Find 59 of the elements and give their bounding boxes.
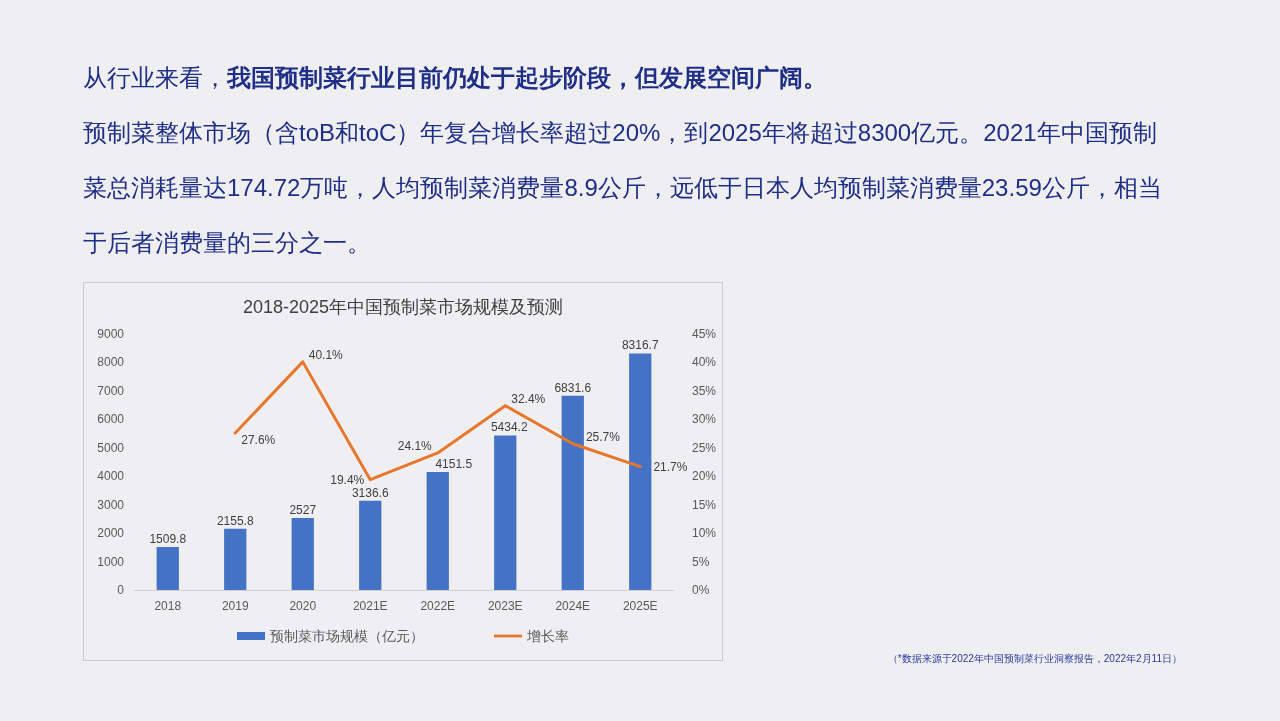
- bar: [426, 471, 449, 590]
- x-tick-label: 2020: [289, 599, 317, 613]
- y-tick-label: 9000: [97, 327, 125, 341]
- data-label: 1509.8: [149, 532, 187, 547]
- x-tick-label: 2022E: [420, 599, 456, 613]
- bar: [629, 353, 652, 590]
- data-label: 19.4%: [330, 472, 365, 487]
- y-tick-label: 8000: [97, 355, 125, 370]
- x-tick-label: 2025E: [622, 599, 658, 613]
- y-tick-label: 7000: [97, 383, 125, 398]
- y-tick-label: 2000: [97, 526, 125, 541]
- text: 从行业来看，: [83, 64, 227, 91]
- y2-tick-label: 0%: [692, 583, 710, 597]
- legend-label: 增长率: [526, 628, 569, 644]
- y2-tick-label: 40%: [692, 355, 717, 370]
- bar: [224, 528, 247, 590]
- data-label: 21.7%: [653, 459, 688, 474]
- y-tick-label: 4000: [97, 469, 125, 484]
- x-tick-label: 2024E: [555, 599, 591, 613]
- y2-tick-label: 20%: [692, 469, 717, 484]
- data-label: 8316.7: [621, 338, 659, 353]
- y2-tick-label: 5%: [692, 554, 710, 569]
- line-series: [233, 360, 642, 482]
- bar: [494, 435, 517, 590]
- data-label: 24.1%: [397, 438, 433, 453]
- bar: [291, 518, 314, 590]
- data-label: 27.6%: [241, 432, 276, 447]
- x-tick-label: 2023E: [487, 599, 523, 613]
- y2-tick-label: 30%: [692, 412, 717, 427]
- y-tick-label: 3000: [97, 497, 125, 512]
- bar: [359, 500, 382, 590]
- y2-tick-label: 45%: [692, 327, 717, 341]
- y-tick-label: 6000: [97, 412, 125, 427]
- data-label: 32.4%: [511, 391, 546, 406]
- data-label: 25.7%: [585, 429, 621, 444]
- data-label: 6831.6: [554, 380, 592, 395]
- y2-tick-label: 25%: [692, 440, 717, 455]
- text: 预制菜整体市场（含toB和toC）年复合增长率超过20%，到2025年将超过8300亿元。2021年中国预制菜总消耗量达174.72万吨，人均预制菜消费量8.9公斤，远低于日本人均预制菜消费量23.59公斤，相当于后者消费量的三分之一。: [83, 118, 1163, 258]
- y-tick-label: 1000: [97, 554, 125, 569]
- legend-label: 预制菜市场规模（亿元）: [270, 628, 424, 644]
- data-label: 2527: [289, 503, 317, 518]
- x-tick-label: 2018: [154, 599, 182, 613]
- x-tick-label: 2021E: [352, 599, 388, 613]
- data-label: 4151.5: [435, 456, 473, 471]
- y2-tick-label: 10%: [692, 526, 717, 541]
- chart-title: 2018-2025年中国预制菜市场规模及预测: [242, 297, 564, 317]
- text: 我国预制菜行业目前仍处于起步阶段，但发展空间广阔。: [227, 64, 827, 91]
- y2-tick-label: 35%: [692, 383, 717, 398]
- data-label: 2155.8: [216, 513, 254, 528]
- data-label: 5434.2: [490, 420, 528, 435]
- y2-tick-label: 15%: [692, 497, 717, 512]
- y-tick-label: 5000: [97, 440, 125, 455]
- y-tick-label: 0: [117, 583, 125, 597]
- text: （*数据来源于2022年中国预制菜行业洞察报告，2022年2月11日）: [887, 652, 1182, 666]
- x-tick-label: 2019: [221, 599, 249, 613]
- bar: [156, 547, 179, 590]
- data-label: 3136.6: [351, 485, 389, 500]
- bar: [561, 395, 584, 590]
- data-label: 40.1%: [308, 347, 344, 362]
